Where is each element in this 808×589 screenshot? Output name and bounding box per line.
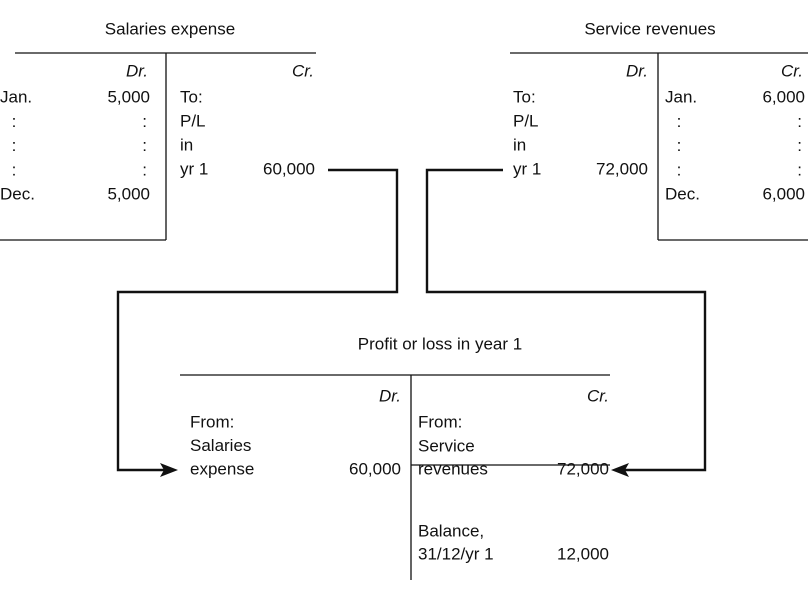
- row-label: Jan.: [665, 87, 697, 106]
- dr-header: Dr.: [126, 61, 148, 80]
- row-amount: :: [142, 112, 147, 131]
- cr-header: Cr.: [781, 61, 803, 80]
- row-label: :: [677, 160, 682, 179]
- account-title: Service revenues: [584, 19, 715, 38]
- row-label: From:: [190, 412, 234, 431]
- row-label: P/L: [513, 111, 539, 130]
- row-label: :: [677, 112, 682, 131]
- account-title: Salaries expense: [105, 19, 235, 38]
- row-label: :: [12, 160, 17, 179]
- row-label: :: [12, 112, 17, 131]
- row-label: Balance,: [418, 521, 484, 540]
- row-label: From:: [418, 412, 462, 431]
- row-label: in: [180, 135, 193, 154]
- cr-header: Cr.: [587, 386, 609, 405]
- arrowhead: [611, 463, 629, 477]
- row-label: in: [513, 135, 526, 154]
- row-amount: 6,000: [762, 87, 805, 106]
- row-amount: :: [142, 136, 147, 155]
- row-amount: 72,000: [596, 159, 648, 178]
- row-amount: 5,000: [107, 87, 150, 106]
- row-label: yr 1: [180, 159, 208, 178]
- row-label: Salaries: [190, 436, 251, 455]
- row-label: P/L: [180, 111, 206, 130]
- row-label: 31/12/yr 1: [418, 544, 494, 563]
- row-amount: :: [797, 136, 802, 155]
- row-amount: 6,000: [762, 185, 805, 204]
- row-amount: 60,000: [263, 159, 315, 178]
- row-label: Dec.: [665, 185, 700, 204]
- row-label: revenues: [418, 459, 488, 478]
- connector: [116, 168, 399, 472]
- row-label: Jan.: [0, 87, 32, 106]
- row-label: Dec.: [0, 185, 35, 204]
- row-label: To:: [513, 87, 536, 106]
- row-label: To:: [180, 87, 203, 106]
- row-amount: 60,000: [349, 459, 401, 478]
- row-amount: :: [797, 160, 802, 179]
- row-label: yr 1: [513, 159, 541, 178]
- cr-header: Cr.: [292, 61, 314, 80]
- row-label: :: [677, 136, 682, 155]
- row-amount: 72,000: [557, 459, 609, 478]
- row-amount: :: [797, 112, 802, 131]
- row-amount: 5,000: [107, 185, 150, 204]
- row-label: Service: [418, 436, 475, 455]
- connector: [425, 168, 707, 472]
- row-amount: :: [142, 160, 147, 179]
- dr-header: Dr.: [379, 386, 401, 405]
- row-amount: 12,000: [557, 544, 609, 563]
- account-title: Profit or loss in year 1: [358, 334, 522, 353]
- row-label: expense: [190, 459, 254, 478]
- dr-header: Dr.: [626, 61, 648, 80]
- row-label: :: [12, 136, 17, 155]
- arrowhead: [160, 463, 178, 477]
